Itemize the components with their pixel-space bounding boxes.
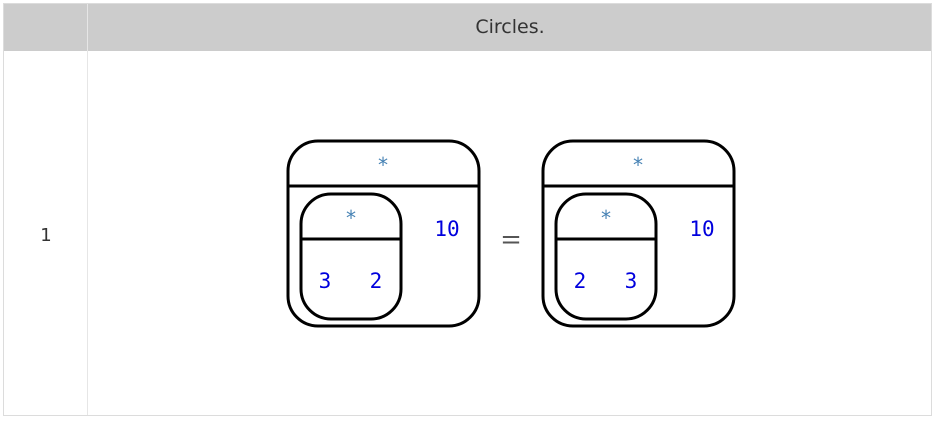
left-inner-operand-1: 3 <box>319 269 332 293</box>
row-index-cell: 1 <box>4 51 88 415</box>
left-outer-operator: * <box>377 153 389 177</box>
table-row: 1 * * 3 2 10 = * <box>4 51 931 415</box>
table-header-row: Circles. <box>4 4 931 51</box>
right-outer-operator: * <box>632 153 644 177</box>
left-inner-operator: * <box>345 206 357 230</box>
right-inner-box <box>554 192 658 321</box>
left-outer-operand: 10 <box>434 217 459 241</box>
left-expression: * * 3 2 10 <box>286 139 481 328</box>
left-inner-operand-2: 2 <box>370 269 383 293</box>
header-index-cell <box>4 4 88 51</box>
circles-equation-diagram: * * 3 2 10 = * * 2 3 10 <box>286 139 736 328</box>
right-inner-operator: * <box>600 206 612 230</box>
equals-sign: = <box>500 225 522 255</box>
row-index: 1 <box>40 225 52 246</box>
right-outer-operand: 10 <box>689 217 714 241</box>
right-inner-operand-1: 2 <box>574 269 587 293</box>
results-table: Circles. 1 * * 3 2 10 = <box>3 3 932 416</box>
right-expression: * * 2 3 10 <box>541 139 736 328</box>
column-header-circles: Circles. <box>475 16 545 38</box>
right-inner-operand-2: 3 <box>625 269 638 293</box>
left-inner-box <box>299 192 403 321</box>
